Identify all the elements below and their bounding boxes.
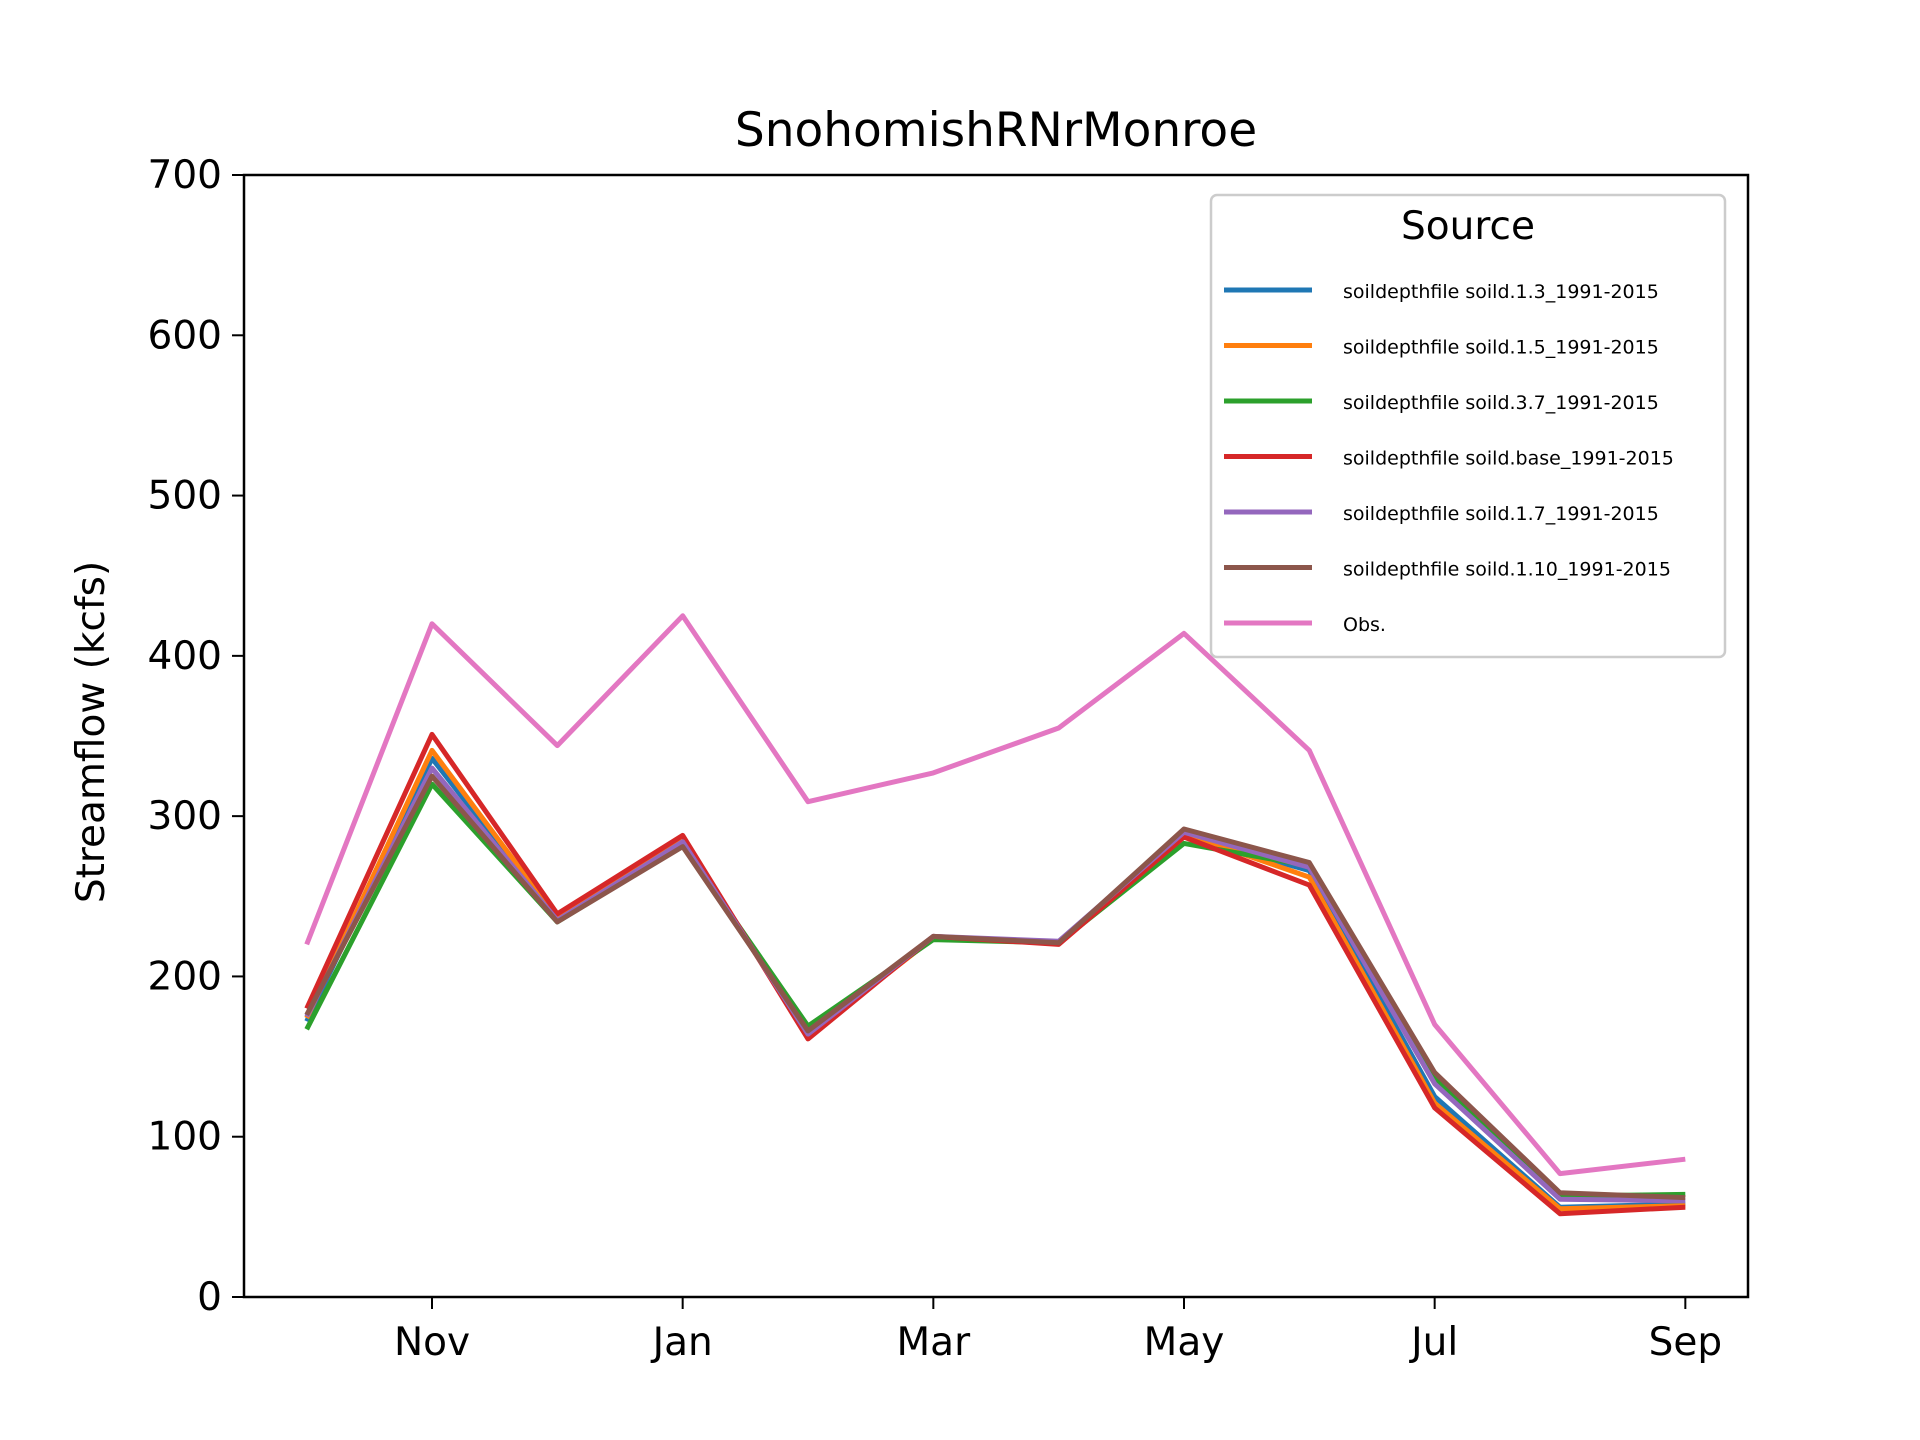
y-tick-label: 500 xyxy=(148,474,222,519)
y-tick-label: 600 xyxy=(148,313,222,358)
y-tick-label: 400 xyxy=(148,634,222,679)
x-tick-label: Mar xyxy=(897,1320,972,1365)
plot-area: 0 100 200 300 400 500 600 700 Nov Jan Mar May Jul Sep xyxy=(148,153,1750,1365)
legend-box xyxy=(1209,193,1727,659)
legend-label-5: soildepthfile soild.1.10_1991-2015 xyxy=(1343,559,1671,581)
y-tick-label: 100 xyxy=(148,1115,222,1160)
legend-title: Source xyxy=(1401,204,1535,249)
axes-frame xyxy=(242,173,1750,1299)
series-line-5 xyxy=(304,773,1686,1201)
x-tick-label: Sep xyxy=(1649,1320,1723,1365)
y-tick-label: 700 xyxy=(148,153,222,198)
legend-label-2: soildepthfile soild.3.7_1991-2015 xyxy=(1343,392,1659,414)
y-tick-label: 200 xyxy=(148,954,222,999)
chart-title: SnohomishRNrMonroe xyxy=(735,103,1257,158)
legend-label-4: soildepthfile soild.1.7_1991-2015 xyxy=(1343,503,1659,525)
y-axis-label: Streamflow (kcfs) xyxy=(69,561,114,903)
series-line-6 xyxy=(304,613,1686,1177)
y-tick-label: 0 xyxy=(197,1275,222,1320)
x-tick-label: Jul xyxy=(1408,1320,1458,1365)
x-tick-label: Jan xyxy=(650,1320,713,1365)
x-tick-label: May xyxy=(1144,1320,1225,1365)
legend-label-3: soildepthfile soild.base_1991-2015 xyxy=(1343,448,1674,470)
legend-label-6: Obs. xyxy=(1343,614,1386,636)
legend: Source soildepthfile soild.1.3_1991-2015s… xyxy=(1209,193,1727,659)
legend-label-1: soildepthfile soild.1.5_1991-2015 xyxy=(1343,337,1659,359)
y-tick-label: 300 xyxy=(148,794,222,839)
legend-label-0: soildepthfile soild.1.3_1991-2015 xyxy=(1343,281,1659,303)
x-tick-label: Nov xyxy=(394,1320,470,1365)
